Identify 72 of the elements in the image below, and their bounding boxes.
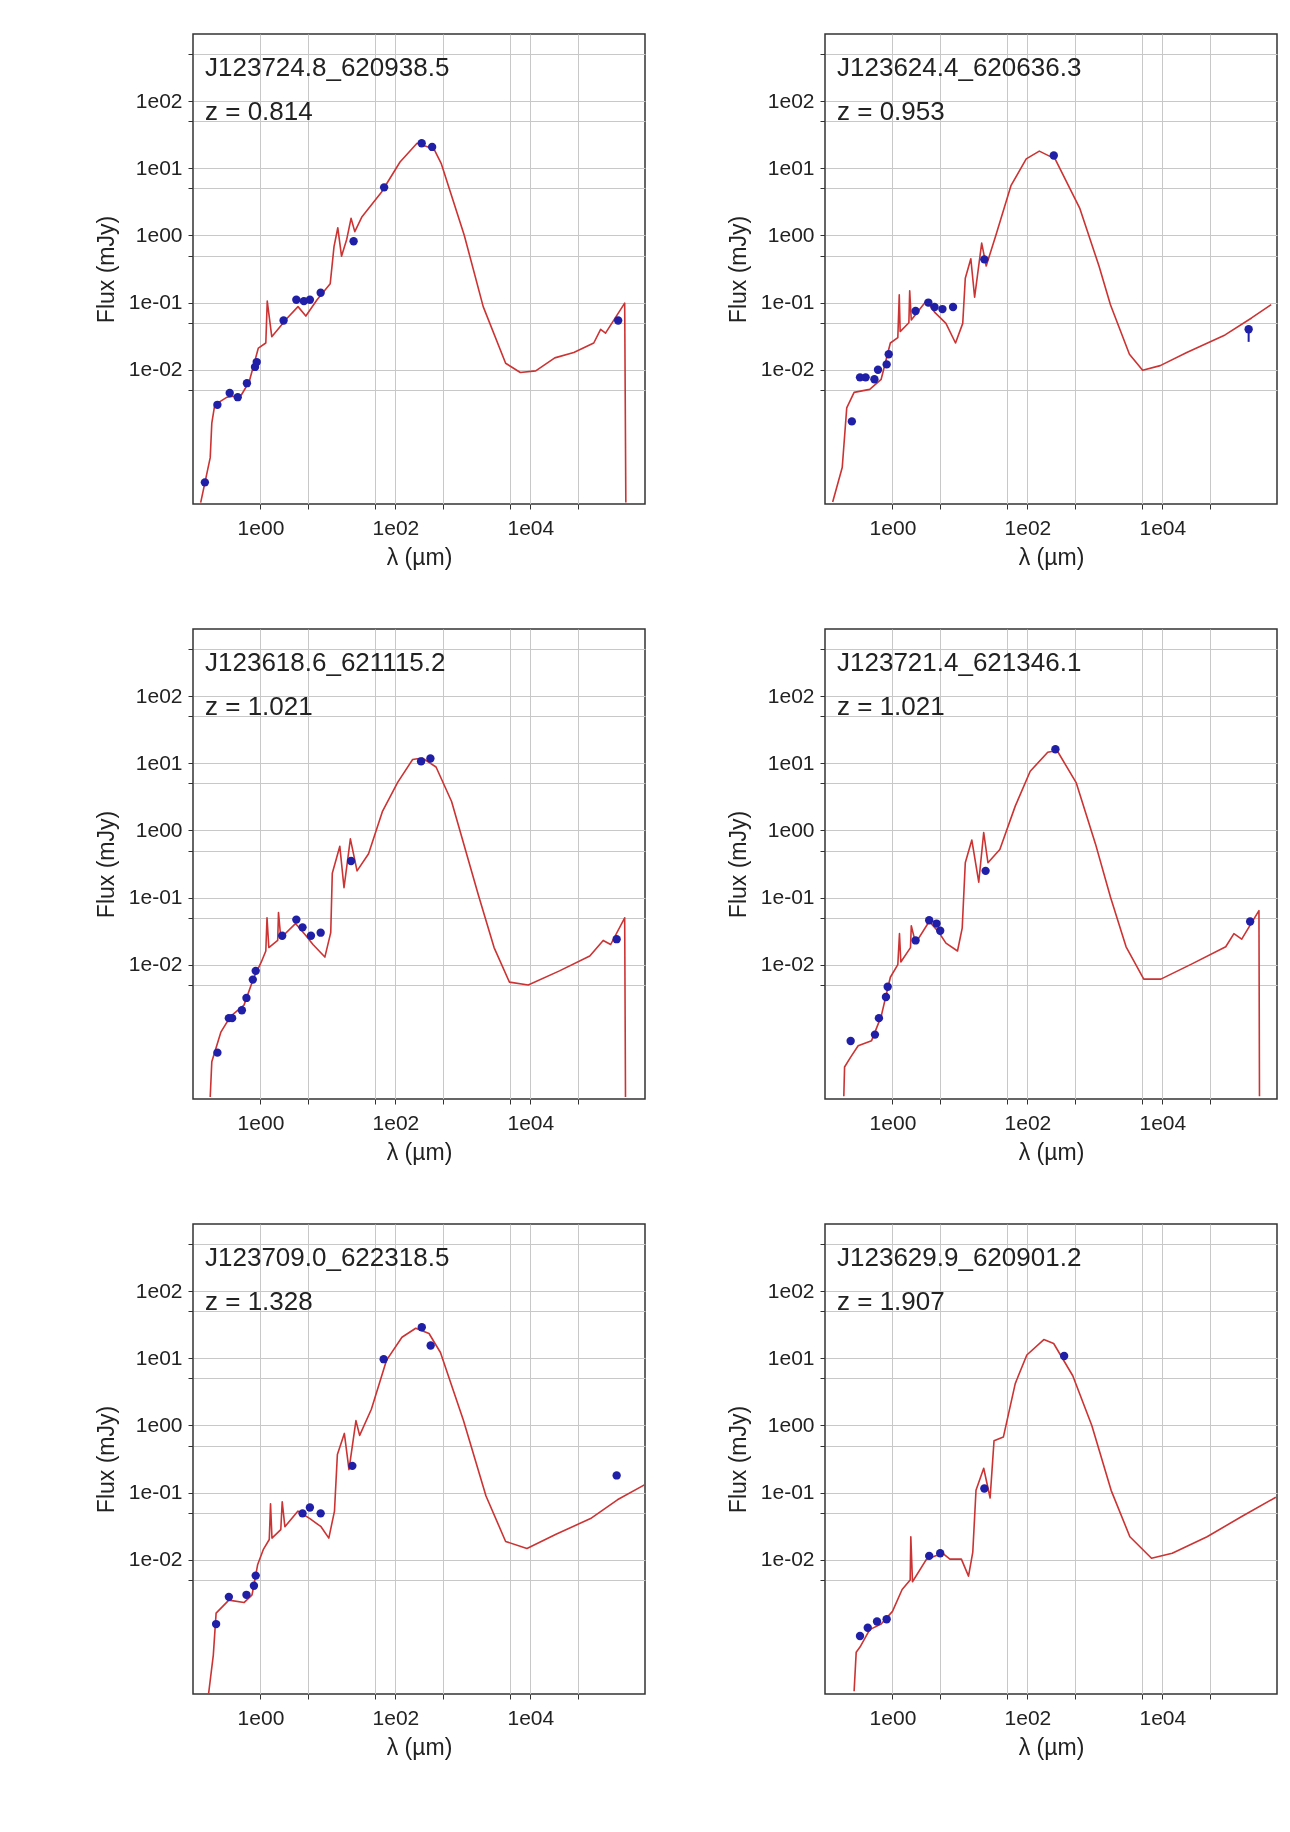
y-tick-label: 1e-02 — [128, 1547, 183, 1571]
y-tick-label: 1e01 — [767, 155, 815, 179]
annotation: z = 1.021 — [837, 691, 945, 721]
y-tick-label: 1e-01 — [128, 290, 183, 314]
y-tick-label: 1e-02 — [760, 1547, 815, 1571]
x-tick-label: 1e04 — [507, 1705, 555, 1729]
y-tick-label: 1e-02 — [128, 952, 183, 976]
annotation: J123724.8_620938.5 — [205, 52, 450, 82]
y-tick-label: 1e00 — [135, 222, 183, 246]
y-axis-title: Flux (mJy) — [92, 1405, 119, 1514]
x-tick-label: 1e00 — [869, 1705, 917, 1729]
x-tick-label: 1e04 — [1139, 515, 1187, 539]
y-tick-label: 1e02 — [135, 1278, 183, 1302]
x-tick-label: 1e02 — [1004, 1705, 1052, 1729]
annotation: z = 1.328 — [205, 1286, 313, 1316]
x-axis-title: λ (µm) — [1018, 543, 1085, 570]
x-axis-title: λ (µm) — [386, 1733, 453, 1760]
y-tick-label: 1e01 — [135, 1345, 183, 1369]
y-tick-label: 1e00 — [767, 1412, 815, 1436]
y-tick-label: 1e-01 — [128, 885, 183, 909]
x-axis-title: λ (µm) — [386, 543, 453, 570]
y-tick-label: 1e-02 — [760, 952, 815, 976]
x-tick-label: 1e00 — [237, 1705, 285, 1729]
annotation: z = 0.953 — [837, 96, 945, 126]
x-tick-label: 1e02 — [1004, 515, 1052, 539]
y-tick-label: 1e01 — [767, 750, 815, 774]
y-tick-label: 1e02 — [135, 683, 183, 707]
y-tick-label: 1e02 — [135, 88, 183, 112]
x-tick-label: 1e02 — [1004, 1110, 1052, 1134]
x-tick-label: 1e04 — [507, 515, 555, 539]
y-axis-title: Flux (mJy) — [92, 810, 119, 919]
y-tick-label: 1e02 — [767, 683, 815, 707]
annotation: J123618.6_621115.2 — [205, 647, 446, 677]
y-tick-label: 1e-01 — [760, 885, 815, 909]
x-tick-label: 1e00 — [237, 1110, 285, 1134]
annotation: J123629.9_620901.2 — [837, 1242, 1082, 1272]
x-tick-label: 1e02 — [372, 1705, 420, 1729]
annotation: z = 1.907 — [837, 1286, 945, 1316]
y-tick-label: 1e02 — [767, 1278, 815, 1302]
y-tick-label: 1e01 — [135, 155, 183, 179]
y-tick-label: 1e-02 — [128, 357, 183, 381]
annotation: z = 1.021 — [205, 691, 313, 721]
y-tick-label: 1e02 — [767, 88, 815, 112]
annotation: J123624.4_620636.3 — [837, 52, 1082, 82]
annotation: J123709.0_622318.5 — [205, 1242, 450, 1272]
y-tick-label: 1e00 — [767, 817, 815, 841]
x-tick-label: 1e04 — [1139, 1110, 1187, 1134]
y-tick-label: 1e00 — [767, 222, 815, 246]
x-tick-label: 1e00 — [869, 515, 917, 539]
x-tick-label: 1e02 — [372, 1110, 420, 1134]
y-tick-label: 1e-01 — [760, 290, 815, 314]
x-axis-title: λ (µm) — [1018, 1138, 1085, 1165]
y-tick-label: 1e00 — [135, 817, 183, 841]
x-tick-label: 1e00 — [237, 515, 285, 539]
x-axis-title: λ (µm) — [386, 1138, 453, 1165]
x-axis-title: λ (µm) — [1018, 1733, 1085, 1760]
y-axis-title: Flux (mJy) — [92, 215, 119, 324]
y-axis-title: Flux (mJy) — [724, 810, 751, 919]
y-tick-label: 1e-01 — [760, 1480, 815, 1504]
x-tick-label: 1e02 — [372, 515, 420, 539]
y-tick-label: 1e01 — [767, 1345, 815, 1369]
y-axis-title: Flux (mJy) — [724, 215, 751, 324]
y-tick-label: 1e-01 — [128, 1480, 183, 1504]
y-tick-label: 1e01 — [135, 750, 183, 774]
y-axis-title: Flux (mJy) — [724, 1405, 751, 1514]
annotation: z = 0.814 — [205, 96, 313, 126]
x-tick-label: 1e04 — [507, 1110, 555, 1134]
y-tick-label: 1e-02 — [760, 357, 815, 381]
annotation: J123721.4_621346.1 — [837, 647, 1082, 677]
x-tick-label: 1e04 — [1139, 1705, 1187, 1729]
y-tick-label: 1e00 — [135, 1412, 183, 1436]
x-tick-label: 1e00 — [869, 1110, 917, 1134]
